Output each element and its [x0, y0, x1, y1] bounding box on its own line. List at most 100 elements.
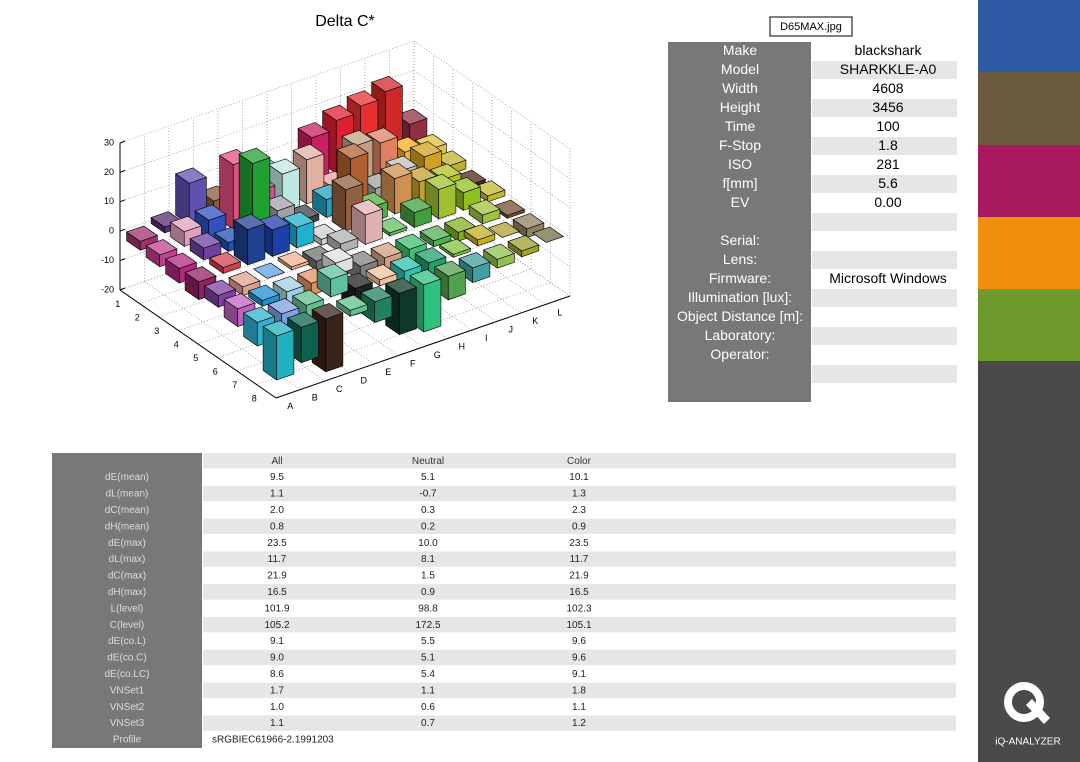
bar [468, 199, 501, 225]
bar-top [384, 277, 418, 294]
bar [360, 286, 393, 324]
tick-mark [119, 169, 126, 173]
bar-top [370, 242, 403, 259]
results-cell: 1.8 [572, 685, 586, 696]
results-label: dE(co.C) [107, 653, 146, 664]
bar-top [321, 247, 354, 264]
results-cell: 10.1 [569, 472, 589, 483]
results-stripe [203, 584, 956, 600]
tick-mark [119, 199, 126, 203]
bar [433, 260, 467, 301]
bar-top [360, 286, 393, 303]
bar-top [326, 228, 359, 245]
meta-value: 3456 [872, 99, 903, 115]
col-label: D [361, 376, 368, 386]
side-blue [978, 0, 1080, 72]
bar-top [409, 141, 443, 158]
results-label: C(level) [110, 620, 144, 631]
meta-value: SHARKKLE-A0 [840, 61, 937, 77]
results-stripe [203, 617, 956, 633]
bar-top [438, 238, 472, 255]
bar-top [492, 199, 526, 216]
col-label: G [434, 350, 441, 360]
bar-top [350, 199, 384, 216]
meta-label: EV [731, 194, 750, 210]
meta-value: 1.8 [878, 137, 898, 153]
bar [473, 180, 506, 203]
bar-top [463, 224, 496, 241]
results-stripe [203, 453, 956, 469]
col-label: I [485, 333, 488, 343]
meta-stripe [812, 213, 957, 231]
results-cell: 98.8 [418, 603, 438, 614]
col-label: F [410, 359, 416, 369]
col-label: B [312, 393, 318, 403]
bar-top [174, 167, 208, 184]
grid-line [119, 40, 415, 144]
results-header: Neutral [412, 456, 444, 467]
bar-front [423, 278, 442, 333]
results-cell: 0.7 [421, 718, 435, 729]
results-cell: 9.6 [572, 653, 586, 664]
results-stripe [203, 518, 956, 534]
bar-top [395, 108, 428, 125]
meta-value: 100 [876, 118, 900, 134]
bar-top [247, 284, 281, 301]
bar-top [389, 255, 423, 272]
meta-label: Operator: [710, 346, 769, 362]
meta-label: Height [720, 99, 761, 115]
bar [228, 271, 261, 297]
bar-top [164, 252, 198, 269]
results-stripe [203, 649, 956, 666]
bar [438, 238, 472, 258]
bar-top [507, 235, 540, 252]
bar [252, 262, 286, 279]
bar-front [276, 329, 295, 381]
row-label: 2 [135, 313, 140, 323]
bar-top [228, 271, 261, 288]
meta-label: Illumination [lux]: [688, 289, 792, 305]
file-name: D65MAX.jpg [780, 21, 842, 33]
results-label: dL(mean) [106, 489, 149, 500]
results-label: dE(co.LC) [104, 669, 149, 680]
meta-stripe [812, 365, 957, 383]
results-cell: 1.5 [421, 571, 435, 582]
bar-top [335, 294, 369, 311]
bar [203, 279, 237, 308]
bar-top [340, 272, 374, 289]
results-cell: 16.5 [267, 587, 287, 598]
results-cell: 101.9 [264, 603, 289, 614]
meta-stripe [812, 327, 957, 345]
bar-top [468, 199, 501, 216]
bar [282, 211, 315, 249]
results-cell: 0.8 [270, 521, 284, 532]
results-label: VNSet3 [110, 718, 145, 729]
bar-top [370, 75, 404, 93]
results-cell: 21.9 [267, 571, 287, 582]
z-tick-label: 10 [104, 196, 114, 206]
z-tick-label: -10 [101, 255, 114, 265]
results-cell: 5.4 [421, 669, 435, 680]
results-cell: 2.0 [270, 505, 284, 516]
results-label: L(level) [111, 603, 144, 614]
results-cell: 1.3 [572, 489, 586, 500]
results-cell: 1.7 [270, 685, 284, 696]
bar [262, 320, 295, 381]
chart-title: Delta C* [315, 13, 375, 30]
z-tick-label: -20 [101, 284, 114, 294]
results-cell: 10.0 [418, 538, 438, 549]
results-cell: 9.6 [572, 636, 586, 647]
bar [463, 224, 496, 247]
bar-top [194, 204, 227, 221]
bar [277, 251, 310, 271]
row-label: 5 [193, 353, 198, 363]
bar-top [424, 173, 457, 190]
meta-label: F-Stop [719, 137, 761, 153]
bar-top [409, 269, 442, 286]
bar-top [336, 143, 369, 160]
results-cell: 23.5 [569, 538, 589, 549]
logo [1004, 682, 1050, 724]
side-gray [978, 361, 1080, 762]
side-magenta [978, 145, 1080, 217]
